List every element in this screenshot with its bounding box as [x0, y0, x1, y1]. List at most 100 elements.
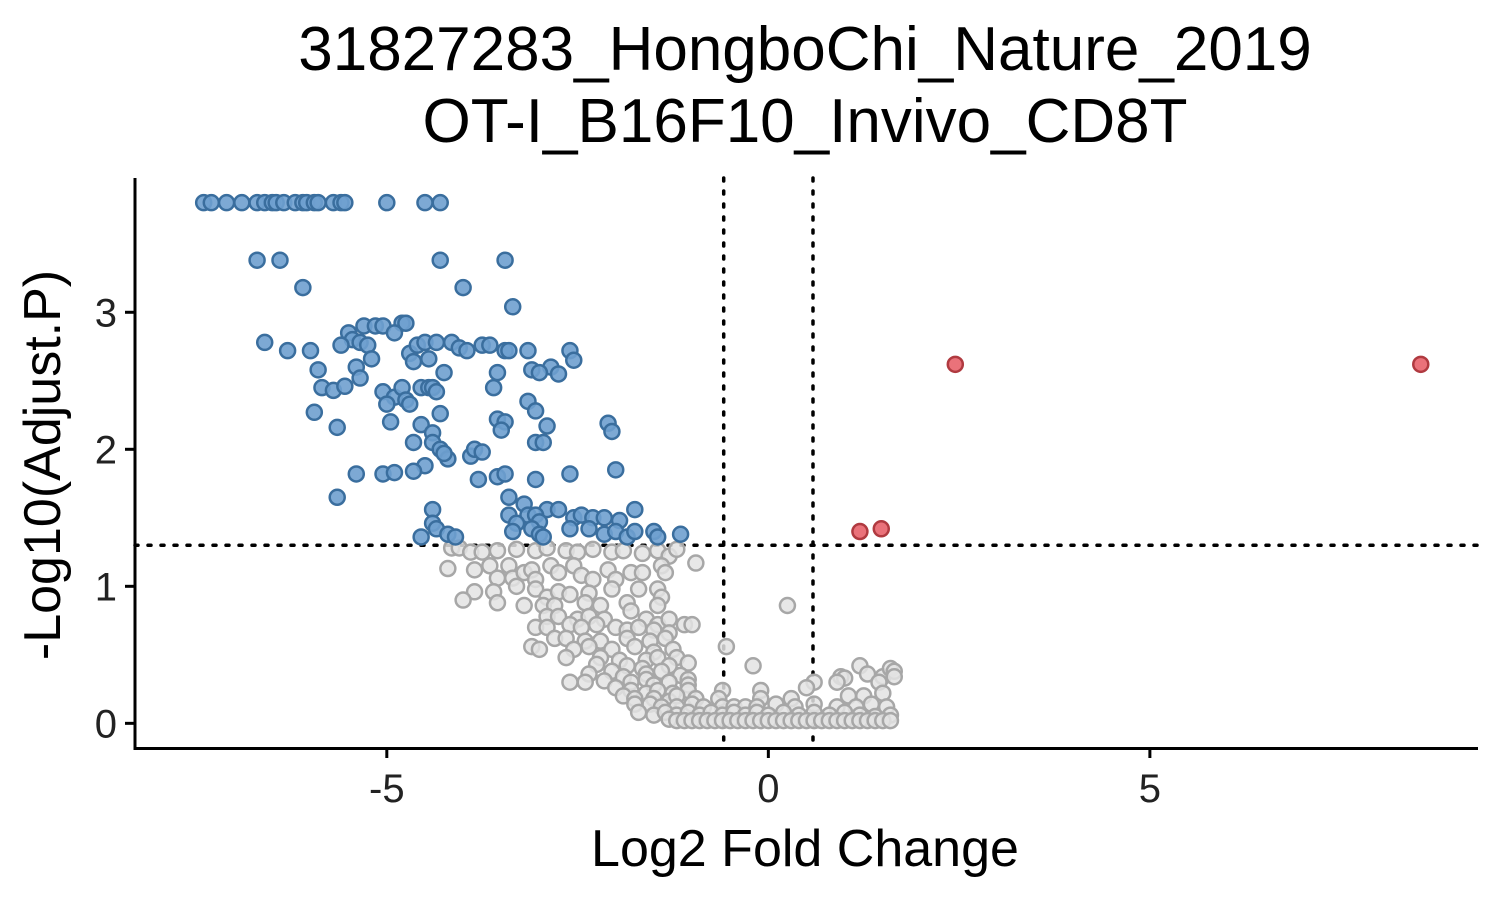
down-point-97 [603, 422, 621, 441]
down-point-38 [255, 333, 274, 352]
down-point-113 [526, 470, 545, 489]
down-point-112 [496, 465, 514, 483]
down-point-143 [580, 520, 598, 538]
down-point-94 [538, 417, 556, 435]
down-point-62 [435, 363, 453, 382]
down-point-121 [549, 500, 568, 519]
ns-point-93 [626, 637, 644, 656]
x-tick-label-1: 0 [757, 767, 779, 811]
ns-point-3 [473, 543, 491, 561]
down-point-13 [309, 193, 327, 212]
ns-point-143 [797, 678, 816, 697]
ns-point-75 [587, 615, 606, 634]
ns-point-10 [584, 540, 602, 559]
down-point-36 [332, 336, 350, 354]
ns-point-50 [454, 591, 472, 609]
ns-point-17 [439, 559, 457, 578]
ns-point-36 [656, 563, 675, 582]
down-point-150 [671, 525, 690, 543]
ns-point-37 [687, 554, 705, 572]
ns-point-116 [576, 673, 594, 691]
ns-point-46 [603, 580, 621, 598]
ns-point-108 [744, 657, 762, 675]
ns-point-91 [580, 637, 598, 656]
ns-point-59 [648, 596, 667, 615]
ns-point-70 [683, 615, 701, 634]
down-point-142 [561, 520, 579, 538]
down-point-16 [336, 193, 354, 212]
down-point-51 [500, 341, 518, 360]
ns-point-62 [549, 607, 568, 626]
down-point-78 [484, 378, 503, 397]
down-point-52 [519, 341, 537, 360]
up-point-2 [851, 522, 869, 541]
down-point-77 [427, 383, 446, 401]
ns-point-38 [465, 583, 484, 601]
ns-point-103 [679, 654, 697, 672]
ns-point-60 [778, 596, 797, 615]
ns-point-13 [633, 544, 652, 563]
ns-point-96 [717, 637, 736, 656]
down-point-60 [404, 352, 423, 371]
y-axis-ticks: 0 1 2 3 [95, 291, 135, 746]
data-points [194, 193, 1430, 730]
down-point-116 [328, 488, 346, 507]
down-point-82 [431, 404, 449, 423]
ns-point-222 [881, 711, 900, 730]
ns-point-41 [526, 580, 545, 598]
up-point-3 [872, 520, 891, 538]
down-point-129 [595, 509, 614, 527]
down-point-19 [431, 193, 449, 212]
down-point-101 [435, 444, 453, 463]
ns-point-44 [561, 585, 579, 604]
down-point-130 [626, 500, 644, 519]
y-tick-label-1: 1 [95, 565, 117, 609]
down-point-91 [492, 421, 511, 439]
down-point-2 [217, 193, 236, 212]
ns-point-34 [633, 563, 652, 582]
down-point-88 [404, 433, 423, 452]
threshold-lines [133, 176, 1480, 750]
down-point-149 [648, 528, 667, 546]
down-point-108 [404, 462, 423, 480]
down-point-55 [565, 351, 583, 369]
down-point-114 [561, 465, 579, 483]
ns-point-123 [561, 673, 579, 691]
down-point-81 [400, 395, 419, 413]
up-point-0 [946, 355, 965, 374]
down-point-21 [271, 251, 289, 269]
down-point-136 [446, 528, 465, 546]
down-point-40 [301, 341, 320, 360]
ns-point-5 [507, 540, 526, 559]
down-point-79 [305, 403, 324, 422]
x-tick-label-2: 5 [1139, 767, 1161, 811]
down-point-138 [503, 522, 522, 541]
down-point-32 [385, 324, 404, 342]
down-point-1 [202, 193, 221, 212]
y-tick-label-0: 0 [95, 702, 117, 746]
down-point-85 [381, 413, 400, 431]
ns-point-97 [557, 648, 575, 667]
down-point-22 [431, 251, 449, 269]
down-point-61 [420, 350, 438, 368]
down-point-63 [488, 363, 507, 382]
ns-point-52 [515, 596, 533, 615]
down-point-135 [412, 528, 430, 546]
down-point-107 [385, 463, 404, 482]
down-point-59 [362, 350, 381, 368]
ns-point-40 [507, 577, 526, 596]
down-point-31 [397, 314, 415, 332]
down-point-84 [526, 402, 545, 420]
down-point-44 [427, 333, 446, 352]
chart-title-line-1: 31827283_HongboChi_Nature_2019 [298, 15, 1312, 84]
up-point-1 [1412, 355, 1430, 374]
ns-point-51 [488, 594, 507, 612]
down-point-65 [530, 363, 549, 382]
down-point-3 [233, 193, 251, 212]
down-point-105 [473, 443, 491, 461]
ns-point-89 [530, 640, 549, 659]
ns-point-173 [629, 703, 648, 722]
down-point-147 [626, 522, 644, 541]
down-point-58 [351, 369, 369, 387]
